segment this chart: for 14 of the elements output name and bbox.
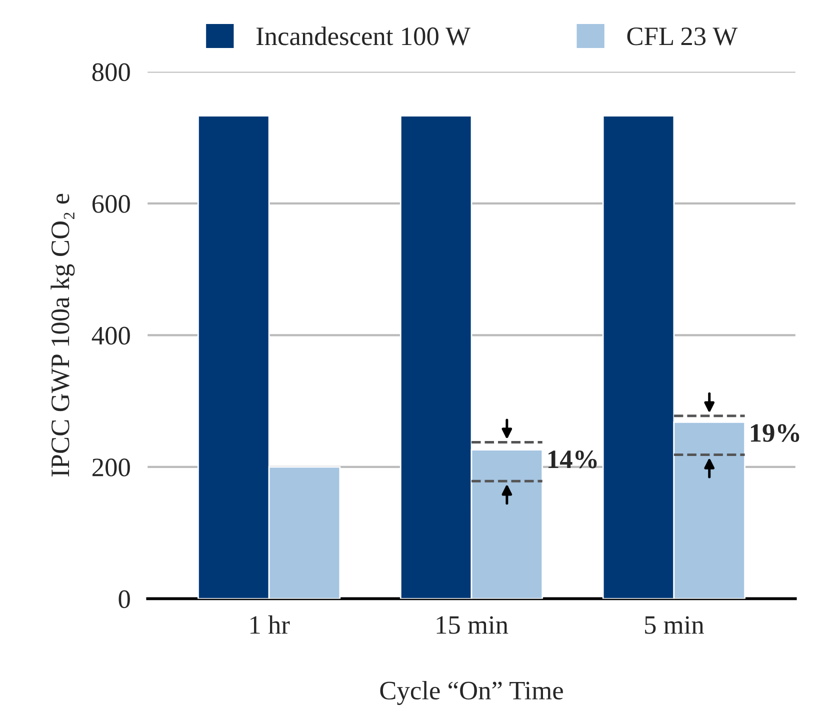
y-tick-label: 200 xyxy=(92,458,130,476)
x-tick-label: 1 hr xyxy=(250,615,290,634)
x-axis-title: Cycle “On” Time xyxy=(380,680,563,705)
y-tick-label: 600 xyxy=(92,195,130,213)
x-tick-label: 5 min xyxy=(645,616,704,634)
y-axis-title: IPCC GWP 100a kg CO₂ e xyxy=(50,194,75,477)
annotation: 14% xyxy=(548,450,597,468)
y-tick-label: 0 xyxy=(118,590,130,608)
y-tick-label: 800 xyxy=(92,63,130,82)
legend-label: CFL 23 W xyxy=(627,28,738,46)
x-tick-label: 15 min xyxy=(436,616,508,634)
y-tick-label: 400 xyxy=(92,326,130,345)
annotation: 19% xyxy=(750,424,800,442)
legend-label: Incandescent 100 W xyxy=(256,26,470,46)
